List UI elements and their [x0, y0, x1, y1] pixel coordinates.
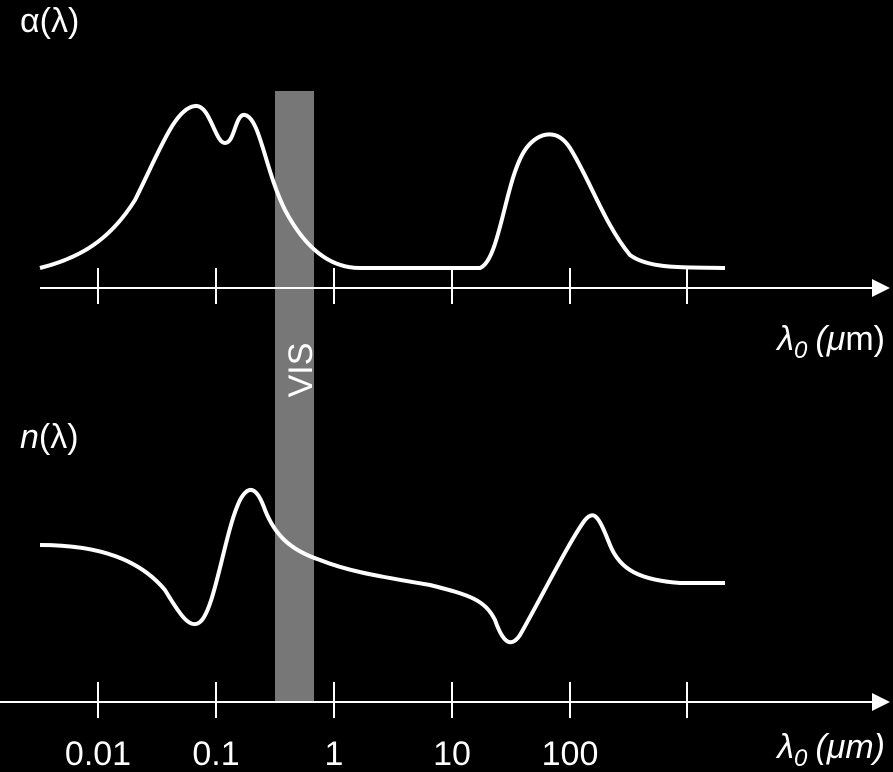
symbol: λ [775, 320, 794, 358]
symbol: n [20, 418, 39, 456]
symbol: λ [775, 728, 794, 766]
subscript: 0 [794, 745, 808, 772]
top-label: α(λ) [20, 2, 79, 40]
absorption-curve [39, 104, 726, 270]
tick-label: 0.1 [192, 735, 239, 772]
unit-prefix: μ [826, 728, 846, 766]
tick-label: 0.01 [65, 735, 131, 772]
unit-prefix: μ [826, 320, 846, 358]
band-label: VIS [282, 343, 320, 398]
tick-label: 10 [433, 735, 471, 772]
visible-band [275, 91, 314, 702]
subscript: 0 [794, 337, 808, 364]
open: ( [815, 320, 830, 358]
unit: m) [845, 728, 885, 766]
open: ( [815, 728, 830, 766]
tick-label: 1 [325, 735, 344, 772]
tick-label: 100 [542, 735, 599, 772]
top-ticks [97, 268, 688, 304]
bottom-axis-label: λ0 (μm) [775, 728, 885, 772]
index-curve [39, 488, 725, 645]
rest: (λ) [39, 418, 79, 456]
bottom-label: n(λ) [20, 418, 79, 456]
top-axis-label: λ0 (μm) [775, 320, 885, 364]
unit: m) [845, 320, 885, 358]
bottom-axis-arrow [872, 693, 890, 711]
top-axis-arrow [872, 279, 890, 297]
bottom-ticks [97, 682, 688, 718]
